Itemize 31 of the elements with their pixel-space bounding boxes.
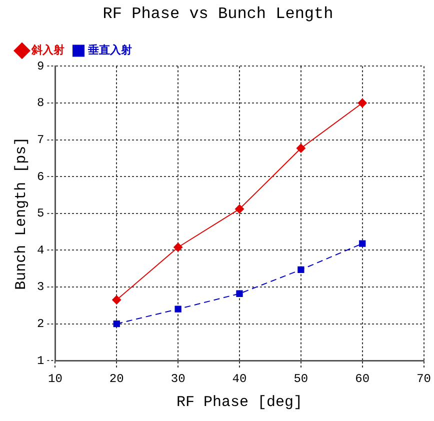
- x-tick-label: 60: [355, 372, 370, 386]
- y-tick-label: 1: [37, 354, 44, 368]
- point: [174, 242, 183, 252]
- y-tick-label: 2: [37, 316, 44, 331]
- y-tick-label: 7: [37, 132, 44, 147]
- point: [359, 240, 366, 247]
- y-tick-label: 9: [37, 59, 44, 74]
- legend-label: 斜入射: [30, 44, 64, 57]
- point: [236, 290, 243, 297]
- y-tick-label: 3: [37, 280, 44, 294]
- x-tick-label: 10: [48, 372, 62, 386]
- point: [358, 98, 367, 108]
- x-tick-label: 50: [294, 372, 308, 386]
- x-tick-label: 20: [109, 372, 124, 386]
- y-tick-label: 6: [37, 170, 44, 184]
- point: [112, 295, 122, 304]
- point: [296, 144, 306, 153]
- x-axis-title: RF Phase [deg]: [176, 394, 303, 411]
- point: [235, 204, 244, 214]
- y-tick-label: 5: [37, 206, 44, 221]
- x-tick-label: 70: [416, 372, 431, 386]
- y-tick-label: 4: [37, 243, 44, 258]
- y-axis-title: Bunch Length [ps]: [12, 136, 30, 290]
- y-tick-label: 8: [37, 96, 44, 110]
- legend-label: 垂直入射: [87, 44, 132, 57]
- point: [174, 306, 182, 312]
- point: [298, 266, 304, 274]
- x-tick-label: 30: [170, 372, 186, 386]
- x-tick-label: 40: [232, 372, 247, 386]
- chart-title: RF Phase vs Bunch Length: [102, 4, 334, 23]
- point: [113, 320, 120, 328]
